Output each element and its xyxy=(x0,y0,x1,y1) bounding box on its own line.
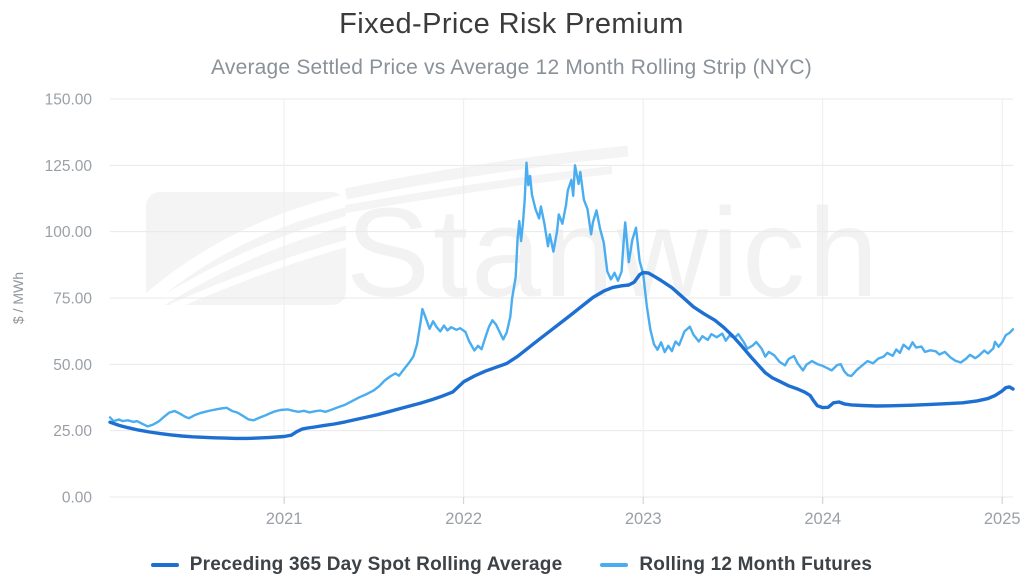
watermark-logo-text: Stanwich xyxy=(346,182,881,323)
legend: Preceding 365 Day Spot Rolling Average R… xyxy=(0,554,1023,576)
x-tick-label: 2025 xyxy=(984,510,1021,528)
futures-line-swatch-icon xyxy=(600,563,629,567)
watermark: Stanwich xyxy=(146,145,881,323)
watermark-swoosh-tail-icon xyxy=(344,145,629,213)
x-tick-label: 2023 xyxy=(625,510,662,528)
y-tick-label: 100.00 xyxy=(45,224,93,241)
y-tick-label: 125.00 xyxy=(45,158,93,175)
chart-subtitle: Average Settled Price vs Average 12 Mont… xyxy=(211,56,812,79)
spot-average-line-swatch-icon xyxy=(150,563,179,567)
series-line-spot-average xyxy=(108,270,1015,441)
x-tick-label: 2024 xyxy=(804,510,841,528)
legend-label-futures: Rolling 12 Month Futures xyxy=(639,554,873,575)
x-tick-label: 2021 xyxy=(266,510,303,528)
x-tick-label: 2022 xyxy=(445,510,482,528)
series-line-futures xyxy=(108,161,1015,428)
legend-item-futures[interactable]: Rolling 12 Month Futures xyxy=(600,554,872,576)
watermark-swoosh-icon xyxy=(146,192,346,305)
series-lines xyxy=(108,161,1015,441)
legend-item-spot-average[interactable]: Preceding 365 Day Spot Rolling Average xyxy=(150,554,563,576)
y-tick-label: 50.00 xyxy=(53,357,92,374)
y-axis-label: $ / MWh xyxy=(10,271,26,325)
y-tick-label: 0.00 xyxy=(62,490,93,507)
legend-label-spot-average: Preceding 365 Day Spot Rolling Average xyxy=(189,554,563,575)
axis-tick-labels: 0.00 25.00 50.00 75.00 100.00 125.00 150.00 202… xyxy=(45,92,1021,529)
chart-title: Fixed-Price Risk Premium xyxy=(339,8,684,40)
y-tick-label: 25.00 xyxy=(53,423,92,440)
y-tick-label: 75.00 xyxy=(53,291,92,308)
y-tick-label: 150.00 xyxy=(45,92,93,109)
